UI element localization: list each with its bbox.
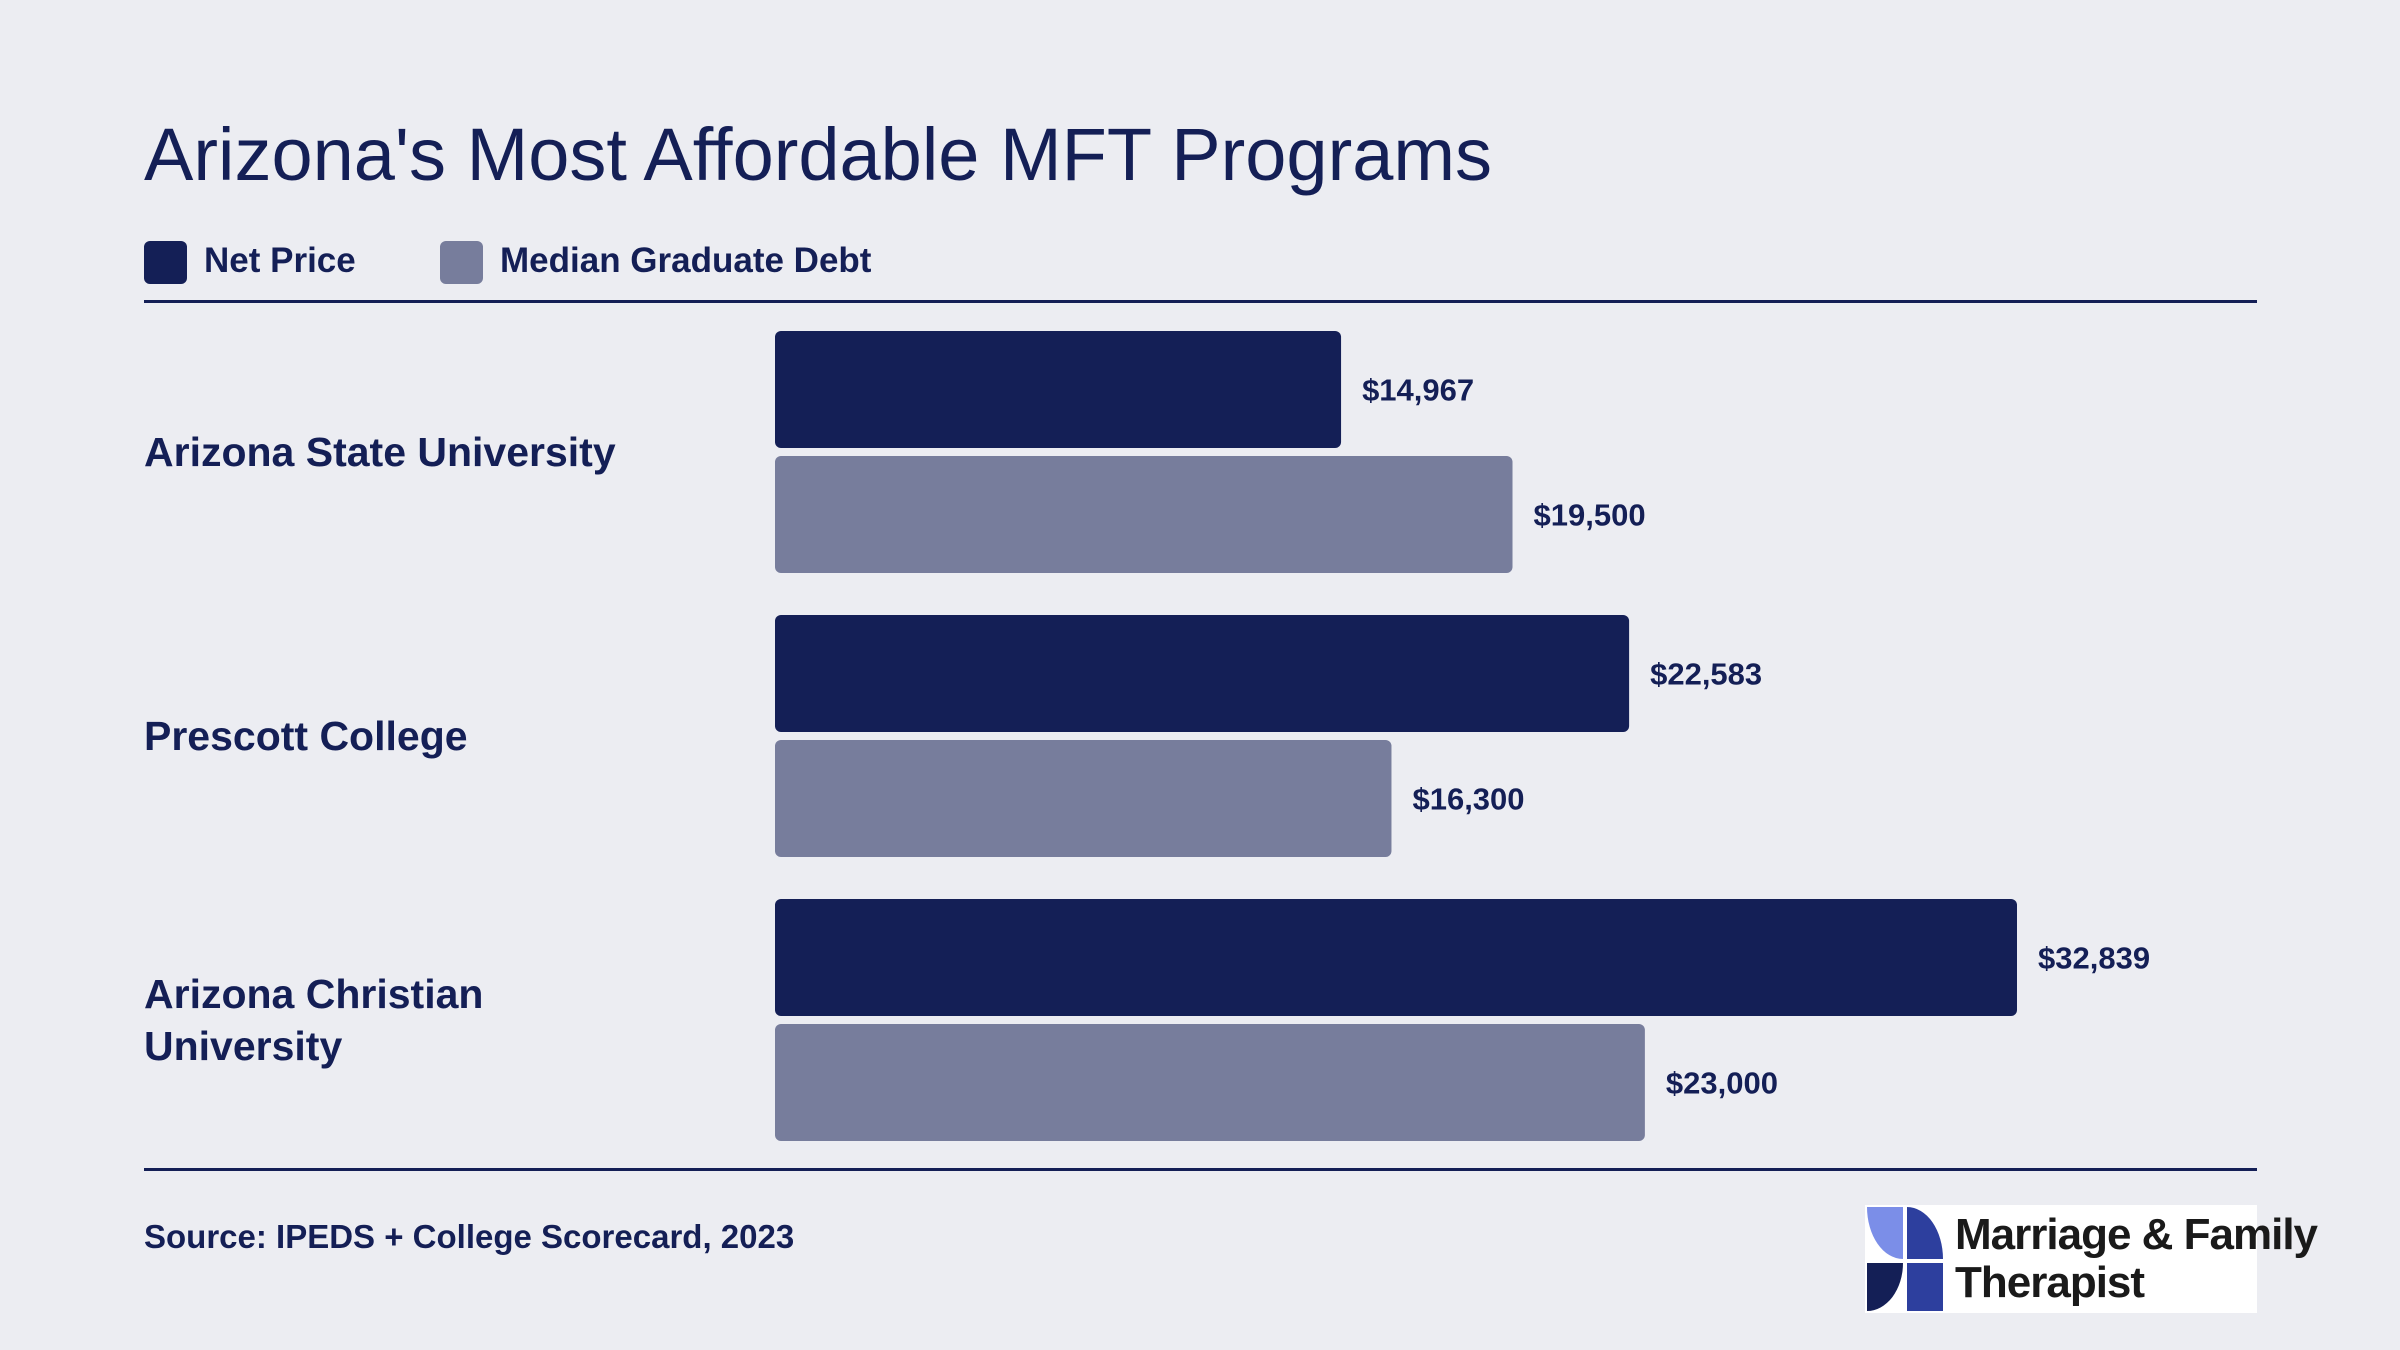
logo-text-line1: Marriage & Family [1955,1210,2318,1259]
top-divider [144,300,2257,303]
bar-median-graduate-debt-arizona-christian-university [775,1024,1645,1141]
logo-mark-icon [1867,1207,1943,1311]
bar-median-graduate-debt-arizona-state-university [775,456,1513,573]
legend-swatch-median-graduate-debt [440,241,483,284]
value-label-median-graduate-debt-arizona-state-university: $19,500 [1534,498,1646,533]
legend-label-median-graduate-debt: Median Graduate Debt [500,241,872,280]
category-label-arizona-christian-university-line1: Arizona Christian [144,971,483,1017]
category-label-prescott-college: Prescott College [144,713,468,759]
bar-net-price-prescott-college [775,615,1630,732]
value-label-median-graduate-debt-arizona-christian-university: $23,000 [1666,1066,1778,1101]
category-label-arizona-state-university: Arizona State University [144,429,616,475]
brand-logo: Marriage & Family Therapist [1865,1205,2318,1313]
logo-text-line2: Therapist [1955,1258,2145,1307]
value-label-net-price-arizona-state-university: $14,967 [1362,373,1474,408]
value-label-median-graduate-debt-prescott-college: $16,300 [1412,782,1524,817]
value-label-net-price-prescott-college: $22,583 [1650,657,1762,692]
value-label-net-price-arizona-christian-university: $32,839 [2038,941,2150,976]
bar-median-graduate-debt-prescott-college [775,740,1392,857]
logo-text: Marriage & Family Therapist [1955,1210,2318,1307]
bar-net-price-arizona-christian-university [775,899,2017,1016]
source-note: Source: IPEDS + College Scorecard, 2023 [144,1218,795,1255]
chart-title: Arizona's Most Affordable MFT Programs [144,113,1493,196]
legend-swatch-net-price [144,241,187,284]
bottom-divider [144,1168,2257,1171]
bar-net-price-arizona-state-university [775,331,1342,448]
legend-label-net-price: Net Price [204,241,356,280]
category-label-arizona-christian-university-line2: University [144,1023,342,1069]
